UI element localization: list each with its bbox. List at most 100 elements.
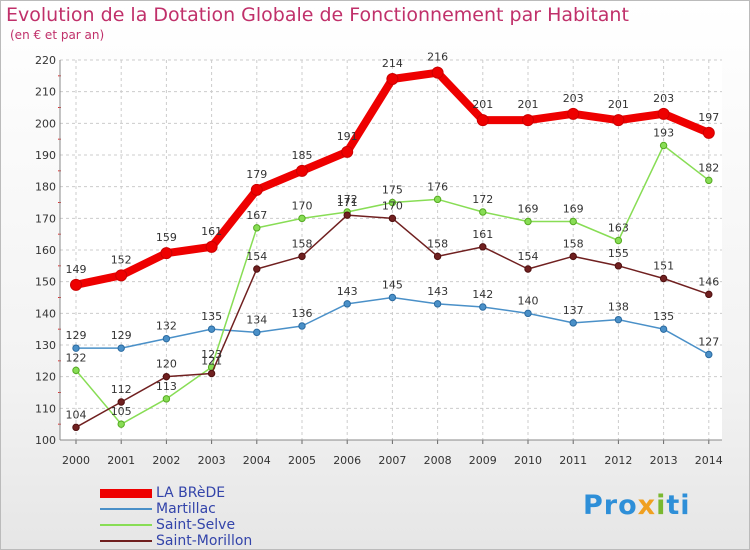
legend-swatch-saint-morillon xyxy=(100,540,152,542)
y-tick-label: 180 xyxy=(35,181,56,194)
data-label: 104 xyxy=(66,408,87,421)
data-point xyxy=(524,217,532,226)
x-tick-label: 2006 xyxy=(333,454,361,467)
legend-label-martillac: Martillac xyxy=(156,501,216,517)
legend-swatch-la-brede xyxy=(100,488,152,498)
data-label: 197 xyxy=(698,111,719,124)
data-point xyxy=(162,334,171,343)
data-label: 136 xyxy=(292,307,313,320)
data-point xyxy=(431,66,444,79)
y-tick-label: 170 xyxy=(35,212,56,225)
x-tick-label: 2010 xyxy=(514,454,542,467)
data-label: 182 xyxy=(698,161,719,174)
proxiti-logo: Proxiti xyxy=(583,490,691,521)
data-point xyxy=(253,224,261,232)
data-label: 167 xyxy=(246,209,267,222)
data-point xyxy=(705,350,713,359)
data-label: 149 xyxy=(66,263,87,276)
x-tick-label: 2007 xyxy=(378,454,406,467)
data-point xyxy=(614,236,623,245)
chart-title: Evolution de la Dotation Globale de Fonc… xyxy=(6,4,629,26)
data-label: 159 xyxy=(156,231,177,244)
data-label: 154 xyxy=(518,250,539,263)
data-label: 122 xyxy=(66,351,87,364)
data-point xyxy=(659,325,668,333)
data-point xyxy=(705,176,713,185)
x-tick-label: 2009 xyxy=(469,454,497,467)
data-label: 193 xyxy=(653,127,674,140)
data-label: 169 xyxy=(518,203,539,216)
y-tick-label: 190 xyxy=(35,149,56,162)
data-label: 179 xyxy=(246,168,267,181)
data-label: 142 xyxy=(472,288,493,301)
data-point xyxy=(72,366,80,375)
x-tick-label: 2001 xyxy=(107,454,135,467)
logo-part-2: x xyxy=(637,490,657,521)
data-label: 129 xyxy=(66,329,87,342)
data-label: 137 xyxy=(563,304,584,317)
data-point xyxy=(207,369,216,378)
data-label: 214 xyxy=(382,57,403,70)
data-point xyxy=(567,107,580,120)
y-tick-label: 220 xyxy=(35,54,56,67)
data-label: 143 xyxy=(427,285,448,298)
data-point xyxy=(479,208,487,216)
data-point xyxy=(298,252,306,261)
x-tick-label: 2011 xyxy=(559,454,587,467)
data-point xyxy=(524,265,532,273)
y-tick-label: 120 xyxy=(35,371,56,384)
data-label: 138 xyxy=(608,301,629,314)
data-label: 185 xyxy=(292,149,313,162)
legend-item-la-brede: LA BRèDE xyxy=(100,485,252,501)
data-label: 151 xyxy=(653,260,674,273)
data-point xyxy=(162,372,171,381)
data-point xyxy=(476,114,489,127)
data-point xyxy=(569,217,577,226)
data-point xyxy=(298,214,306,223)
logo-part-3: i xyxy=(656,490,667,521)
data-point xyxy=(388,293,397,302)
data-label: 155 xyxy=(608,247,629,260)
data-point xyxy=(433,300,442,308)
data-label: 172 xyxy=(472,193,493,206)
data-point xyxy=(207,325,216,333)
y-tick-label: 160 xyxy=(35,244,56,257)
x-tick-label: 2005 xyxy=(288,454,316,467)
data-label: 143 xyxy=(337,285,358,298)
data-label: 135 xyxy=(201,310,222,323)
data-label: 170 xyxy=(292,199,313,212)
data-point xyxy=(250,183,263,196)
legend-label-saint-morillon: Saint-Morillon xyxy=(156,533,253,549)
data-point xyxy=(117,420,125,428)
data-point xyxy=(343,211,351,219)
data-label: 203 xyxy=(563,92,584,105)
data-label: 152 xyxy=(111,253,132,266)
data-point xyxy=(72,423,80,432)
data-point xyxy=(702,126,715,139)
y-tick-label: 100 xyxy=(35,434,56,447)
data-label: 129 xyxy=(111,329,132,342)
data-point xyxy=(343,300,351,308)
data-point xyxy=(296,164,308,177)
x-tick-label: 2008 xyxy=(424,454,452,467)
y-tick-label: 150 xyxy=(35,276,56,289)
data-point xyxy=(705,290,713,299)
data-point xyxy=(524,309,532,318)
x-tick-label: 2000 xyxy=(62,454,90,467)
data-label: 169 xyxy=(563,203,584,216)
data-label: 121 xyxy=(201,355,222,368)
data-label: 140 xyxy=(518,294,539,307)
data-label: 113 xyxy=(156,380,177,393)
data-point xyxy=(479,303,487,311)
x-tick-label: 2002 xyxy=(152,454,180,467)
legend-swatch-saint-selve xyxy=(100,524,152,526)
data-label: 176 xyxy=(427,180,448,193)
data-label: 161 xyxy=(201,225,222,238)
data-label: 132 xyxy=(156,320,177,333)
data-point xyxy=(433,195,442,204)
data-label: 145 xyxy=(382,279,403,292)
data-point xyxy=(341,145,354,158)
data-label: 170 xyxy=(382,199,403,212)
x-tick-label: 2014 xyxy=(695,454,723,467)
data-label: 172 xyxy=(337,193,358,206)
